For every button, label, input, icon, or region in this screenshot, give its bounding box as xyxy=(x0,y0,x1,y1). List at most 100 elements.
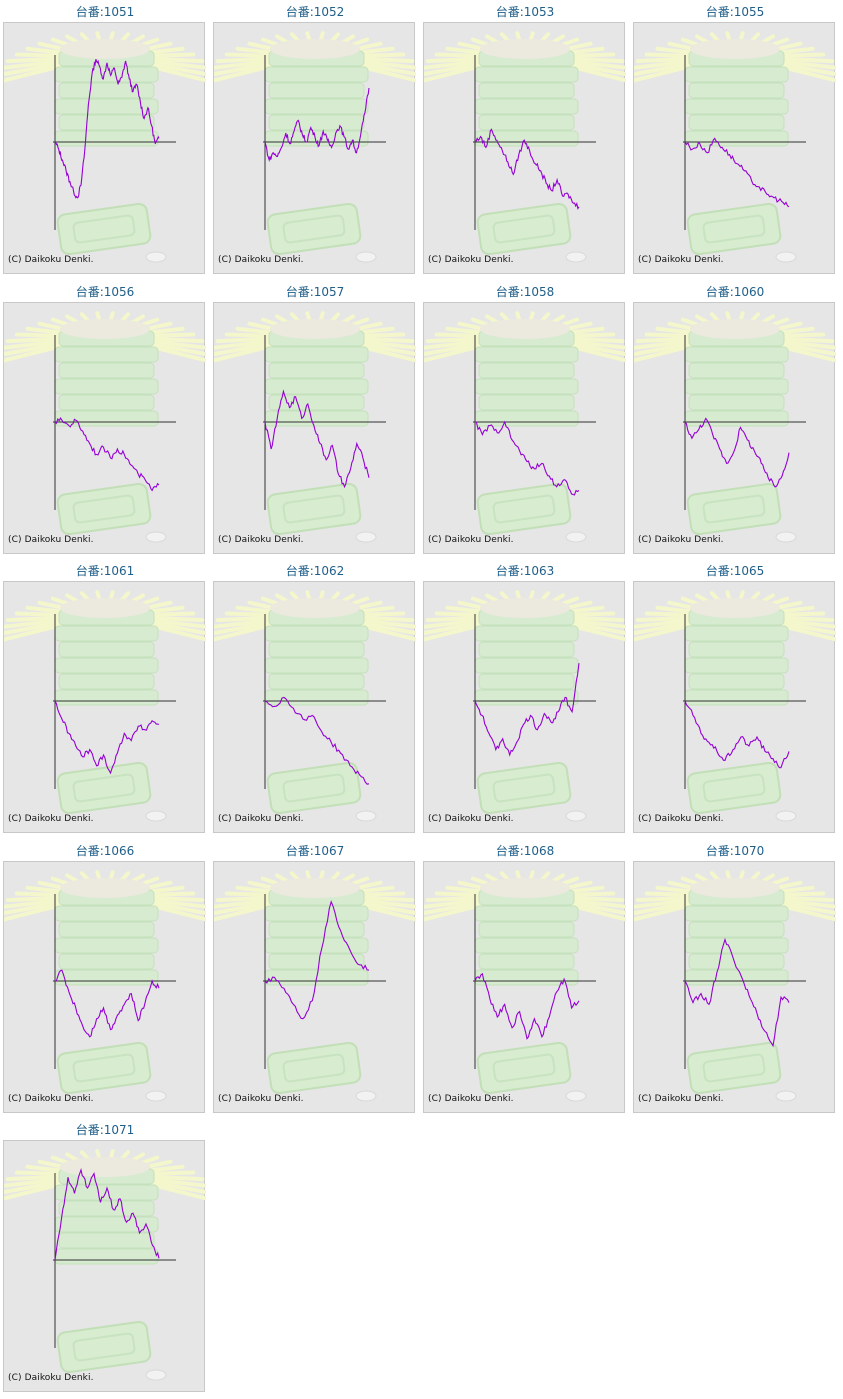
medal-tray-decoration xyxy=(266,202,377,263)
medal-tray-decoration xyxy=(476,202,587,263)
chart-title[interactable]: 台番:1055 xyxy=(705,5,765,19)
chart-panel: (C) Daikoku Denki. xyxy=(3,860,206,1113)
chart-title[interactable]: 台番:1065 xyxy=(705,564,765,578)
series-line xyxy=(684,137,790,208)
medal-tray-decoration xyxy=(686,202,797,263)
copyright-text: (C) Daikoku Denki. xyxy=(8,814,94,824)
line-chart xyxy=(634,310,836,542)
tray-stack-decoration xyxy=(54,1157,159,1265)
medal-tray-decoration xyxy=(266,482,377,542)
copyright-text: (C) Daikoku Denki. xyxy=(638,534,724,545)
machine-chart-cell: 台番:1070 (C) Daikoku Denki. xyxy=(630,839,840,1118)
machine-chart-cell: 台番:1057 (C) Daikoku Denki. xyxy=(210,280,420,559)
machine-chart-cell: 台番:1056 (C) Daikoku Denki. xyxy=(0,280,210,559)
tray-stack-decoration xyxy=(684,598,789,706)
chart-title[interactable]: 台番:1062 xyxy=(285,564,345,578)
copyright-text: (C) Daikoku Denki. xyxy=(218,534,304,545)
series-line xyxy=(684,937,790,1047)
copyright-text: (C) Daikoku Denki. xyxy=(218,1093,304,1104)
medal-tray-decoration xyxy=(56,482,167,542)
machine-chart-cell: 台番:1067 (C) Daikoku Denki. xyxy=(210,839,420,1118)
copyright-text: (C) Daikoku Denki. xyxy=(218,255,304,265)
chart-title[interactable]: 台番:1060 xyxy=(705,284,765,299)
chart-title[interactable]: 台番:1056 xyxy=(75,284,135,299)
line-chart xyxy=(4,590,206,822)
series-line xyxy=(474,663,580,757)
series-line xyxy=(474,419,580,496)
series-line xyxy=(264,696,370,785)
machine-chart-cell: 台番:1063 (C) Daikoku Denki. xyxy=(420,559,630,838)
chart-panel: (C) Daikoku Denki. xyxy=(3,22,206,274)
tray-stack-decoration xyxy=(264,877,369,985)
tray-stack-decoration xyxy=(474,318,579,426)
chart-panel: (C) Daikoku Denki. xyxy=(633,301,836,554)
machine-chart-cell: 台番:1055 (C) Daikoku Denki. xyxy=(630,0,840,279)
tray-stack-decoration xyxy=(264,318,369,426)
series-line xyxy=(684,416,790,487)
medal-tray-decoration xyxy=(476,482,587,542)
series-line xyxy=(54,700,160,775)
tray-stack-decoration xyxy=(684,39,789,147)
chart-panel: (C) Daikoku Denki. xyxy=(423,860,626,1113)
copyright-text: (C) Daikoku Denki. xyxy=(638,1093,724,1104)
line-chart xyxy=(424,590,626,822)
medal-tray-decoration xyxy=(476,761,587,822)
chart-panel: (C) Daikoku Denki. xyxy=(213,581,416,833)
chart-title[interactable]: 台番:1066 xyxy=(75,843,135,858)
machine-chart-cell: 台番:1062 (C) Daikoku Denki. xyxy=(210,559,420,838)
series-line xyxy=(54,59,160,199)
line-chart xyxy=(424,310,626,542)
chart-title[interactable]: 台番:1053 xyxy=(495,5,555,19)
series-line xyxy=(264,899,370,1019)
tray-stack-decoration xyxy=(54,39,159,147)
series-line xyxy=(54,416,160,491)
line-chart xyxy=(634,31,836,263)
tray-stack-decoration xyxy=(684,877,789,985)
chart-title[interactable]: 台番:1058 xyxy=(495,284,555,299)
tray-stack-decoration xyxy=(54,318,159,426)
machine-chart-cell: 台番:1052 (C) Daikoku Denki. xyxy=(210,0,420,279)
line-chart xyxy=(424,869,626,1101)
line-chart xyxy=(214,31,416,263)
series-line xyxy=(474,972,580,1040)
chart-panel: (C) Daikoku Denki. xyxy=(213,22,416,274)
machine-chart-cell: 台番:1066 (C) Daikoku Denki. xyxy=(0,839,210,1118)
line-chart xyxy=(4,1149,206,1381)
chart-panel: (C) Daikoku Denki. xyxy=(213,301,416,554)
copyright-text: (C) Daikoku Denki. xyxy=(8,1373,94,1383)
medal-tray-decoration xyxy=(56,1041,167,1101)
series-line xyxy=(54,969,160,1038)
medal-tray-decoration xyxy=(686,1041,797,1101)
machine-chart-cell: 台番:1053 (C) Daikoku Denki. xyxy=(420,0,630,279)
line-chart xyxy=(214,310,416,542)
line-chart xyxy=(214,869,416,1101)
line-chart xyxy=(4,869,206,1101)
chart-title[interactable]: 台番:1052 xyxy=(285,5,345,19)
chart-panel: (C) Daikoku Denki. xyxy=(633,860,836,1113)
tray-stack-decoration xyxy=(54,877,159,985)
series-line xyxy=(684,700,790,769)
chart-title[interactable]: 台番:1070 xyxy=(705,843,765,858)
chart-title[interactable]: 台番:1071 xyxy=(75,1123,135,1137)
copyright-text: (C) Daikoku Denki. xyxy=(428,814,514,824)
chart-title[interactable]: 台番:1057 xyxy=(285,284,345,299)
copyright-text: (C) Daikoku Denki. xyxy=(428,534,514,545)
chart-panel: (C) Daikoku Denki. xyxy=(3,581,206,833)
chart-title[interactable]: 台番:1067 xyxy=(285,843,345,858)
chart-panel: (C) Daikoku Denki. xyxy=(3,1140,206,1392)
chart-title[interactable]: 台番:1061 xyxy=(75,564,135,578)
chart-panel: (C) Daikoku Denki. xyxy=(423,581,626,833)
chart-title[interactable]: 台番:1063 xyxy=(495,564,555,578)
chart-title[interactable]: 台番:1068 xyxy=(495,843,555,858)
copyright-text: (C) Daikoku Denki. xyxy=(428,255,514,265)
chart-panel: (C) Daikoku Denki. xyxy=(423,301,626,554)
chart-title[interactable]: 台番:1051 xyxy=(75,5,135,19)
chart-panel: (C) Daikoku Denki. xyxy=(423,22,626,274)
line-chart xyxy=(214,590,416,822)
medal-tray-decoration xyxy=(266,761,377,822)
copyright-text: (C) Daikoku Denki. xyxy=(218,814,304,824)
tray-stack-decoration xyxy=(264,598,369,706)
copyright-text: (C) Daikoku Denki. xyxy=(8,534,94,545)
medal-tray-decoration xyxy=(266,1041,377,1101)
